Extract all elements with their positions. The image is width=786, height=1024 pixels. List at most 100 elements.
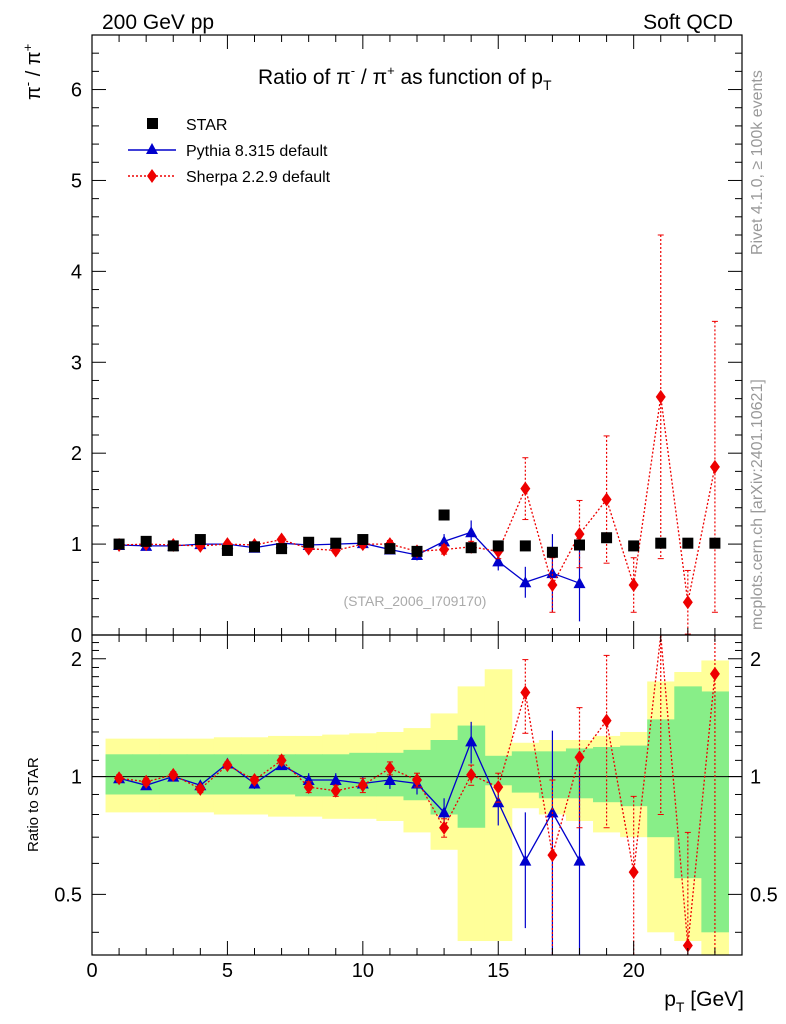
sherpa-ratio-marker: [330, 783, 341, 798]
pythia-main-marker: [492, 555, 505, 567]
mcplots-label: mcplots.cern.ch [arXiv:2401.10621]: [749, 379, 766, 630]
x-tick-label: 5: [222, 960, 233, 982]
sherpa-ratio-marker: [493, 780, 504, 795]
x-tick-label: 0: [86, 960, 97, 982]
star-data-point: [194, 534, 206, 546]
rivet-version-label: Rivet 4.1.0, ≥ 100k events: [749, 70, 766, 255]
star-data-point: [140, 535, 152, 547]
x-tick-label: 10: [352, 960, 374, 982]
ratio-y-tick-label-right: 2: [750, 649, 761, 671]
pythia-ratio-marker: [546, 806, 559, 818]
sherpa-ratio-marker: [141, 774, 152, 789]
title-slash: /: [355, 66, 373, 89]
star-data-point: [276, 543, 288, 555]
ratio-y-tick-label: 0.5: [54, 884, 82, 906]
x-tick-label: 20: [623, 960, 645, 982]
band-stat-bin: [511, 751, 540, 793]
pythia-ratio-marker: [465, 735, 478, 747]
pythia-ratio-marker: [519, 854, 532, 866]
sherpa-main-marker: [439, 542, 450, 557]
y-axis-label: π- / π+: [20, 44, 45, 100]
title-part-a: Ratio of: [258, 66, 336, 89]
title-part-g: as function of p: [395, 66, 543, 89]
main-y-tick-label: 1: [71, 534, 82, 556]
pythia-main-line: [119, 531, 580, 584]
pythia-ratio-marker: [329, 773, 342, 785]
sherpa-ratio-marker: [276, 753, 287, 768]
x-tick-label: 15: [487, 960, 509, 982]
star-data-point: [357, 534, 369, 546]
main-y-tick-label: 6: [71, 80, 82, 102]
sherpa-ratio-marker: [547, 848, 558, 863]
legend: STAR Pythia 8.315 default Sherpa 2.2.9 d…: [128, 117, 331, 186]
sherpa-main-marker: [547, 578, 558, 592]
star-data-point: [438, 509, 450, 521]
main-y-tick-label: 3: [71, 352, 82, 374]
pythia-ratio-marker: [302, 773, 315, 785]
xlabel-unit: [GeV]: [684, 988, 744, 1011]
ylabel-plus-sign: +: [20, 44, 35, 52]
chart-title: Ratio of π- / π+ as function of pT: [258, 63, 552, 93]
sherpa-main-marker: [682, 595, 693, 610]
sherpa-ratio-marker: [601, 713, 612, 728]
main-y-tick-label: 2: [71, 443, 82, 465]
star-data-point: [465, 542, 477, 554]
sherpa-main-marker: [709, 459, 720, 474]
star-data-point: [411, 545, 423, 557]
x-axis-label: pT [GeV]: [664, 988, 744, 1015]
legend-label-pythia: Pythia 8.315 default: [186, 143, 328, 160]
ratio-y-tick-label: 2: [71, 649, 82, 671]
star-data-point: [221, 544, 233, 556]
pythia-main-marker: [519, 576, 532, 588]
legend-marker-pythia: [146, 143, 158, 154]
pythia-ratio-marker: [573, 854, 586, 866]
star-data-point: [330, 537, 342, 549]
ratio-panel: 0.5 0.5 1 1 2 2 Ratio to STAR: [25, 634, 778, 956]
sherpa-ratio-marker: [195, 781, 206, 796]
star-data-point: [303, 536, 315, 548]
sherpa-ratio-marker: [682, 938, 693, 953]
sherpa-ratio-marker: [168, 767, 179, 782]
sherpa-ratio-marker: [439, 820, 450, 835]
title-plus-sign: +: [387, 63, 395, 78]
band-stat-bin: [647, 719, 675, 838]
sherpa-main-marker: [520, 481, 531, 496]
pythia-main-marker: [438, 535, 451, 547]
sherpa-ratio-marker: [574, 750, 585, 765]
ratio-y-tick-label-right: 1: [750, 767, 761, 789]
star-data-point: [628, 540, 640, 552]
title-subscript-t: T: [543, 77, 552, 93]
pythia-main-marker: [573, 577, 586, 589]
title-minus-sign: -: [351, 63, 355, 78]
sherpa-ratio-marker: [303, 780, 314, 795]
ylabel-pi-minus: π: [23, 86, 45, 100]
sherpa-main-line: [119, 396, 716, 603]
watermark: (STAR_2006_I709170): [344, 593, 487, 609]
ylabel-slash: /: [23, 65, 45, 82]
pythia-main-marker: [465, 526, 478, 538]
header-collision-label: 200 GeV pp: [102, 11, 214, 34]
star-data-point: [249, 541, 260, 553]
sherpa-main-marker: [276, 532, 287, 547]
pythia-ratio-marker: [438, 806, 451, 818]
sherpa-ratio-marker: [709, 666, 720, 681]
ratio-y-tick-label: 1: [71, 767, 82, 789]
legend-marker-sherpa: [147, 169, 157, 183]
sherpa-main-marker: [628, 578, 639, 592]
star-data-point: [655, 537, 667, 549]
sherpa-ratio-marker: [222, 758, 233, 773]
star-data-point: [682, 537, 694, 549]
pythia-ratio-line: [118, 739, 581, 863]
main-y-tick-label: 5: [71, 170, 82, 192]
xlabel-subscript-t: T: [676, 999, 685, 1015]
sherpa-ratio-marker: [114, 771, 125, 786]
title-pi-minus: π: [336, 66, 351, 89]
sherpa-main-marker: [601, 492, 612, 507]
ylabel-pi-plus: π: [23, 51, 45, 65]
star-data-point: [492, 540, 504, 552]
star-data-point: [546, 546, 558, 558]
sherpa-ratio-marker: [384, 761, 395, 776]
star-data-point: [519, 540, 531, 552]
sherpa-ratio-marker: [466, 767, 477, 782]
